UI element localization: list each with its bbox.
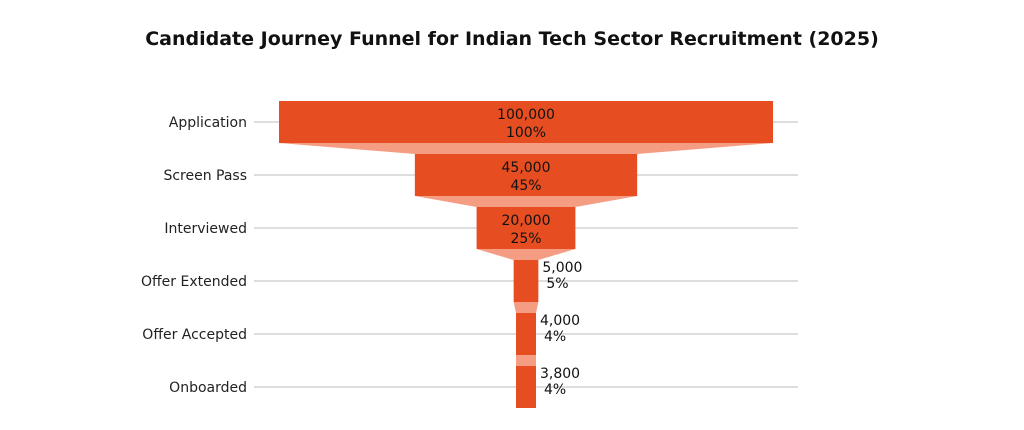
funnel-bar [516, 366, 536, 408]
stage-label: Interviewed [164, 221, 247, 237]
value-label: 45,000 [502, 160, 551, 176]
percent-label: 4% [544, 329, 566, 345]
funnel-connector [516, 355, 536, 366]
stage-label: Offer Extended [141, 274, 247, 290]
funnel-bar [279, 101, 773, 143]
value-label: 20,000 [502, 213, 551, 229]
funnel-bar [513, 260, 539, 302]
funnel-connector [279, 143, 773, 154]
funnel-connector [513, 302, 539, 313]
percent-label: 25% [510, 231, 541, 247]
funnel-labels: Application 100,000 100% Screen Pass 45,000 4… [141, 107, 582, 398]
stage-label: Application [169, 115, 247, 131]
value-label: 5,000 [542, 260, 582, 276]
percent-label: 4% [544, 382, 566, 398]
chart-title: Candidate Journey Funnel for Indian Tech… [145, 28, 879, 50]
stage-label: Onboarded [169, 380, 247, 396]
funnel-connector [414, 196, 638, 207]
stage-label: Screen Pass [163, 168, 247, 184]
funnel-bar [516, 313, 536, 355]
value-label: 3,800 [540, 366, 580, 382]
stage-label: Offer Accepted [142, 327, 247, 343]
value-label: 100,000 [497, 107, 555, 123]
percent-label: 5% [546, 276, 568, 292]
funnel-bars [279, 101, 773, 408]
funnel-connectors [279, 143, 773, 366]
funnel-bar [476, 207, 576, 249]
funnel-connector [476, 249, 576, 260]
value-label: 4,000 [540, 313, 580, 329]
funnel-bar [414, 154, 638, 196]
percent-label: 100% [506, 125, 546, 141]
percent-label: 45% [510, 178, 541, 194]
